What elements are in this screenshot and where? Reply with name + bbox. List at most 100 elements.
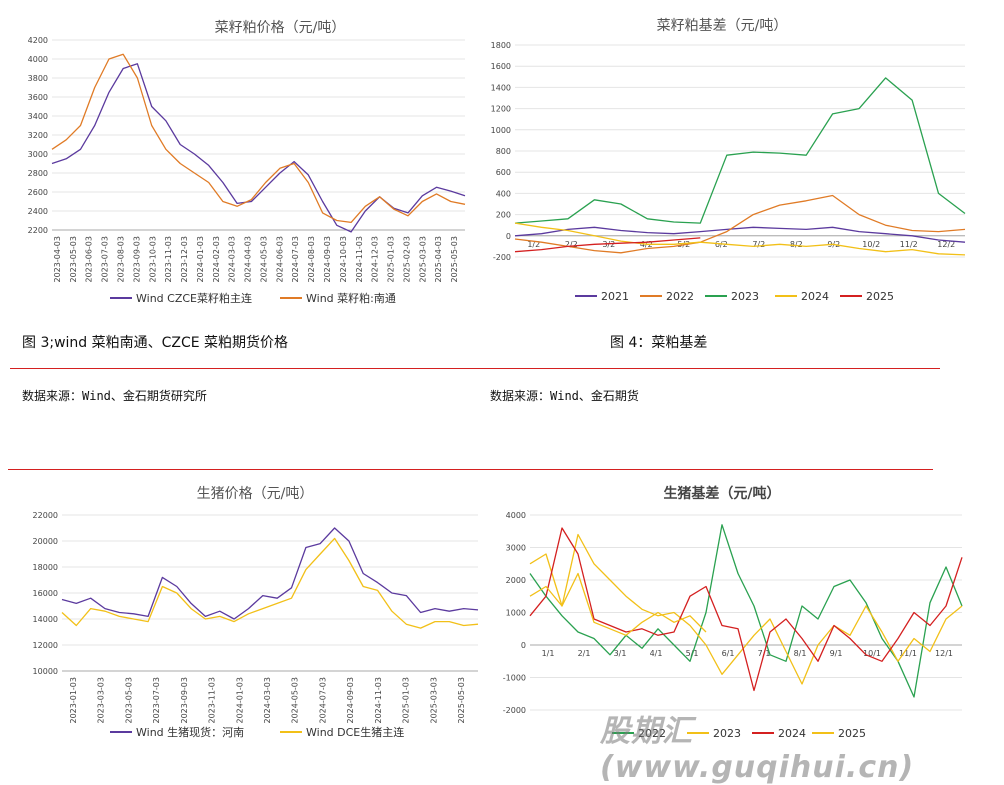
- y-tick-label: 200: [496, 211, 511, 220]
- legend-entry: 2022: [666, 290, 694, 303]
- x-tick-label: 11/2: [900, 240, 918, 249]
- series-line-4: [514, 237, 701, 253]
- chart-hog-price: 生猪价格（元/吨） 10000 12000 14000 16000 18000 20000…: [33, 486, 479, 739]
- x-tick-label: 2024-06-03: [275, 236, 284, 283]
- y-tick-label: 12000: [33, 641, 58, 650]
- x-tick-label: 2024-05-03: [259, 236, 268, 283]
- x-tick-label: 8/2: [790, 240, 803, 249]
- y-tick-label: -200: [493, 253, 511, 262]
- chart-hog-basis: 生猪基差（元/吨） -2000 -1000 0 1000 2000 3000 4000 1/1…: [503, 485, 963, 740]
- x-tick-label: 2024-04-03: [244, 236, 253, 283]
- x-tick-label: 2024-08-03: [307, 236, 316, 283]
- x-tick-label: 2/2: [565, 240, 578, 249]
- y-tick-label: 3000: [506, 544, 526, 553]
- legend-entry: Wind CZCE菜籽粕主连: [136, 291, 252, 305]
- y-tick-label: 600: [496, 168, 511, 177]
- y-tick-label: 2200: [28, 226, 48, 235]
- y-tick-label: 3000: [28, 150, 48, 159]
- legend-entry: 2022: [638, 727, 666, 740]
- figure-3-caption: 图 3;wind 菜粕南通、CZCE 菜粕期货价格: [22, 335, 289, 351]
- y-tick-label: 2400: [28, 207, 48, 216]
- chart-title: 生猪基差（元/吨）: [663, 485, 780, 502]
- x-tick-label: 2023-05-03: [69, 236, 78, 283]
- x-tick-label: 1/2: [527, 240, 540, 249]
- x-tick-label: 2024-01-03: [196, 236, 205, 283]
- series-line-3: [514, 222, 966, 256]
- y-tick-label: 2600: [28, 188, 48, 197]
- y-tick-label: 1800: [491, 41, 511, 50]
- x-tick-label: 2023-08-03: [116, 236, 125, 283]
- y-tick-label: 18000: [33, 563, 58, 572]
- series-line-0: [61, 527, 479, 620]
- y-tick-label: 3600: [28, 93, 48, 102]
- x-tick-label: 2024-03-03: [228, 236, 237, 282]
- x-tick-label: 2023-03-03: [97, 677, 106, 724]
- series-line-0: [529, 524, 963, 698]
- divider-line: [10, 368, 940, 369]
- chart-rapeseed-meal-price: 菜籽粕价格（元/吨） 2200 2400 2600 2800 3000 3200 3400 3…: [28, 20, 466, 305]
- x-tick-label: 2025-01-03: [402, 677, 411, 724]
- x-tick-label: 2023-10-03: [148, 236, 157, 283]
- y-tick-label: 20000: [33, 537, 58, 546]
- source-note-left: 数据来源：Wind、金石期货研究所: [22, 389, 207, 403]
- x-tick-label: 2025-03-03: [429, 677, 438, 724]
- y-tick-label: 16000: [33, 589, 58, 598]
- x-tick-label: 2024-05-03: [291, 677, 300, 724]
- x-tick-label: 2024-07-03: [291, 236, 300, 283]
- x-tick-label: 11/1: [899, 649, 917, 658]
- x-tick-label: 1/1: [542, 649, 555, 658]
- x-tick-label: 2024-11-03: [355, 236, 364, 283]
- x-tick-label: 2025-05-03: [457, 677, 466, 724]
- legend-entry: 2025: [866, 290, 894, 303]
- y-tick-label: 1200: [491, 105, 511, 114]
- x-tick-label: 7/2: [752, 240, 765, 249]
- x-tick-label: 2024-12-03: [371, 236, 380, 283]
- series-line-1: [529, 533, 963, 685]
- x-tick-label: 2024-10-03: [339, 236, 348, 283]
- y-tick-label: 400: [496, 189, 511, 198]
- y-tick-label: 1000: [491, 126, 511, 135]
- legend-entry: Wind DCE生猪主连: [306, 725, 404, 739]
- x-tick-label: 3/1: [614, 649, 627, 658]
- chart-rapeseed-meal-basis: 菜籽粕基差（元/吨） -200 0 200 400 600 800 1000 1200 1400…: [491, 17, 966, 303]
- y-tick-label: 2800: [28, 169, 48, 178]
- y-tick-label: 4000: [506, 511, 526, 520]
- x-tick-label: 2024-09-03: [323, 236, 332, 283]
- y-tick-label: 2000: [506, 576, 526, 585]
- x-tick-label: 2023-07-03: [152, 677, 161, 724]
- x-tick-label: 2023-06-03: [85, 236, 94, 283]
- legend-entry: Wind 菜籽粕:南通: [306, 291, 396, 305]
- source-note-right: 数据来源：Wind、金石期货: [490, 389, 639, 403]
- legend-entry: Wind 生猪现货：河南: [136, 725, 244, 739]
- x-tick-label: 2025-05-03: [450, 236, 459, 283]
- x-tick-label: 2025-03-03: [418, 236, 427, 283]
- x-tick-label: 9/1: [830, 649, 843, 658]
- x-tick-label: 2024-03-03: [263, 677, 272, 724]
- series-line-0: [514, 226, 966, 243]
- legend-entry: 2023: [713, 727, 741, 740]
- x-tick-label: 2023-01-03: [69, 677, 78, 724]
- x-tick-label: 12/2: [937, 240, 955, 249]
- chart-title: 菜籽粕基差（元/吨）: [657, 17, 788, 34]
- x-tick-label: 2023-11-03: [208, 677, 217, 724]
- y-tick-label: 22000: [33, 511, 58, 520]
- y-tick-label: -2000: [503, 706, 526, 715]
- y-tick-label: 3400: [28, 112, 48, 121]
- x-tick-label: 8/1: [794, 649, 807, 658]
- watermark: 股期汇(www.guqihui.cn): [600, 714, 915, 785]
- y-tick-label: 4000: [28, 55, 48, 64]
- y-tick-label: 1600: [491, 62, 511, 71]
- series-line-3: [529, 572, 707, 636]
- legend-entry: 2021: [601, 290, 629, 303]
- x-tick-label: 2024-09-03: [346, 677, 355, 724]
- x-tick-label: 2025-02-03: [402, 236, 411, 283]
- series-line-1: [51, 53, 466, 224]
- x-tick-label: 2024-01-03: [235, 677, 244, 724]
- divider-line: [8, 469, 933, 470]
- y-tick-label: 10000: [33, 667, 58, 676]
- y-tick-label: 4200: [28, 36, 48, 45]
- x-tick-label: 2023-05-03: [124, 677, 133, 724]
- y-tick-label: 800: [496, 147, 511, 156]
- x-tick-label: 2024-11-03: [374, 677, 383, 724]
- x-tick-label: 2024-07-03: [318, 677, 327, 724]
